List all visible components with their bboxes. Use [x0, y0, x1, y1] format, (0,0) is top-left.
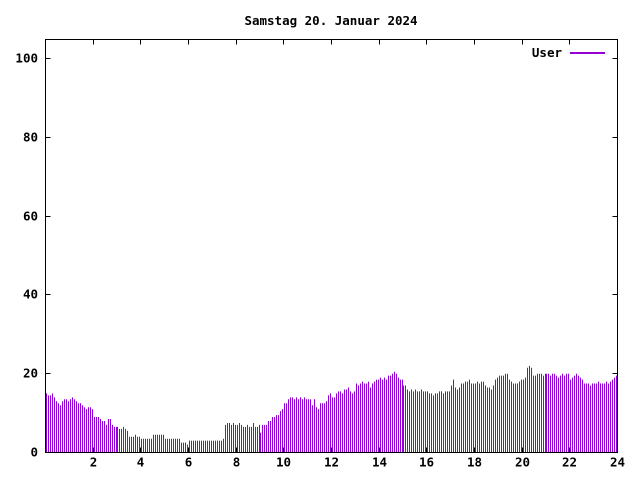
- x-tick-label: 12: [324, 455, 339, 470]
- legend-label: User: [531, 45, 562, 60]
- x-tick-label: 4: [137, 455, 145, 470]
- x-tick-label: 18: [467, 455, 482, 470]
- y-tick-label: 20: [23, 366, 38, 381]
- x-tick-label: 24: [610, 455, 625, 470]
- x-tick-label: 16: [419, 455, 434, 470]
- x-tick-label: 6: [185, 455, 193, 470]
- x-tick-label: 8: [233, 455, 241, 470]
- y-tick-label: 100: [15, 51, 38, 66]
- y-tick-label: 60: [23, 209, 38, 224]
- x-tick-label: 22: [562, 455, 577, 470]
- legend: User: [532, 45, 605, 60]
- legend-line-sample: [570, 51, 605, 54]
- chart-title: Samstag 20. Januar 2024: [244, 13, 418, 28]
- y-tick-label: 0: [30, 445, 38, 460]
- x-tick-label: 20: [515, 455, 530, 470]
- x-tick-label: 14: [372, 455, 387, 470]
- y-tick-label: 80: [23, 130, 38, 145]
- x-tick-label: 10: [276, 455, 291, 470]
- x-tick-label: 2: [90, 455, 98, 470]
- y-tick-label: 40: [23, 287, 38, 302]
